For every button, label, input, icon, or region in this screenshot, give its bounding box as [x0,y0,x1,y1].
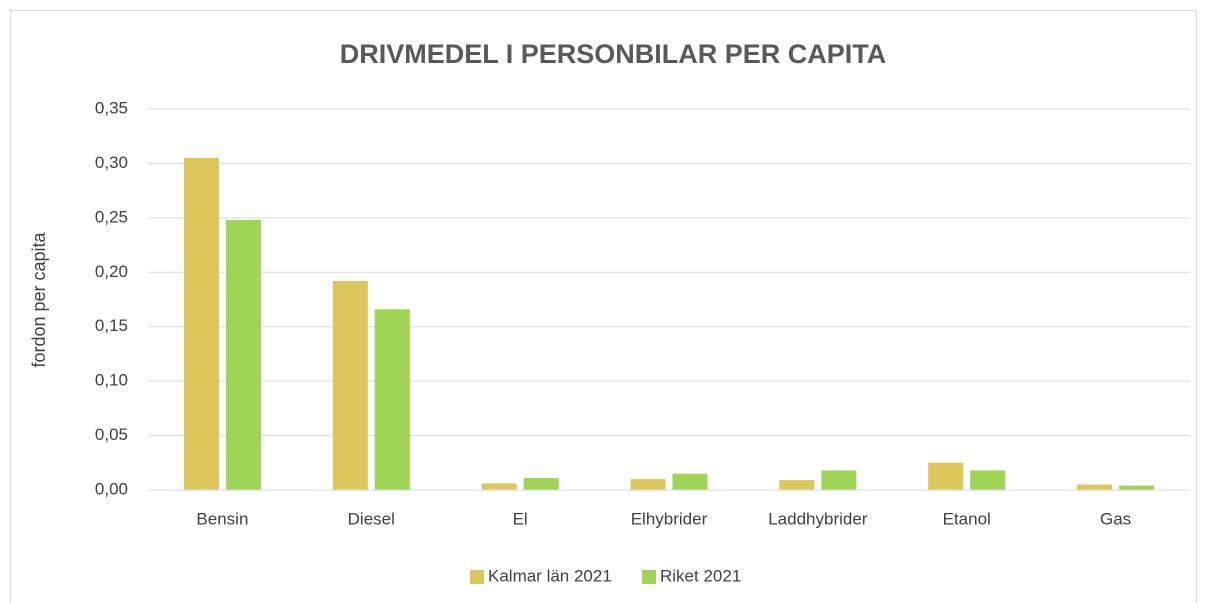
bar [672,473,708,490]
y-tick-label: 0,20 [95,262,128,281]
y-tick-label: 0,30 [95,153,128,172]
legend-swatch [642,570,656,584]
bar [332,280,368,490]
x-tick-label: Laddhybrider [768,509,868,528]
x-tick-label: Gas [1100,509,1131,528]
bar [183,157,219,490]
bar [928,462,964,490]
legend-swatch [470,570,484,584]
x-tick-label: Etanol [943,509,991,528]
bar [630,479,666,490]
bar [1077,484,1113,490]
x-tick-label: Diesel [348,509,395,528]
y-tick-label: 0,05 [95,425,128,444]
bar [970,470,1006,490]
bar [481,483,517,490]
chart-title: DRIVMEDEL I PERSONBILAR PER CAPITA [340,39,887,69]
x-tick-label: Bensin [196,509,248,528]
x-tick-label: Elhybrider [631,509,708,528]
x-tick-label: El [513,509,528,528]
legend-label: Riket 2021 [660,566,741,585]
legend-label: Kalmar län 2021 [488,566,612,585]
bar [523,478,559,490]
y-axis-label: fordon per capita [29,231,49,367]
bar [374,309,410,490]
y-tick-label: 0,10 [95,371,128,390]
bar [1119,485,1155,490]
y-tick-label: 0,00 [95,479,128,498]
y-tick-label: 0,35 [95,98,128,117]
bar [779,480,815,490]
y-tick-label: 0,15 [95,316,128,335]
y-tick-label: 0,25 [95,207,128,226]
bar [225,220,261,490]
bar [821,470,857,490]
